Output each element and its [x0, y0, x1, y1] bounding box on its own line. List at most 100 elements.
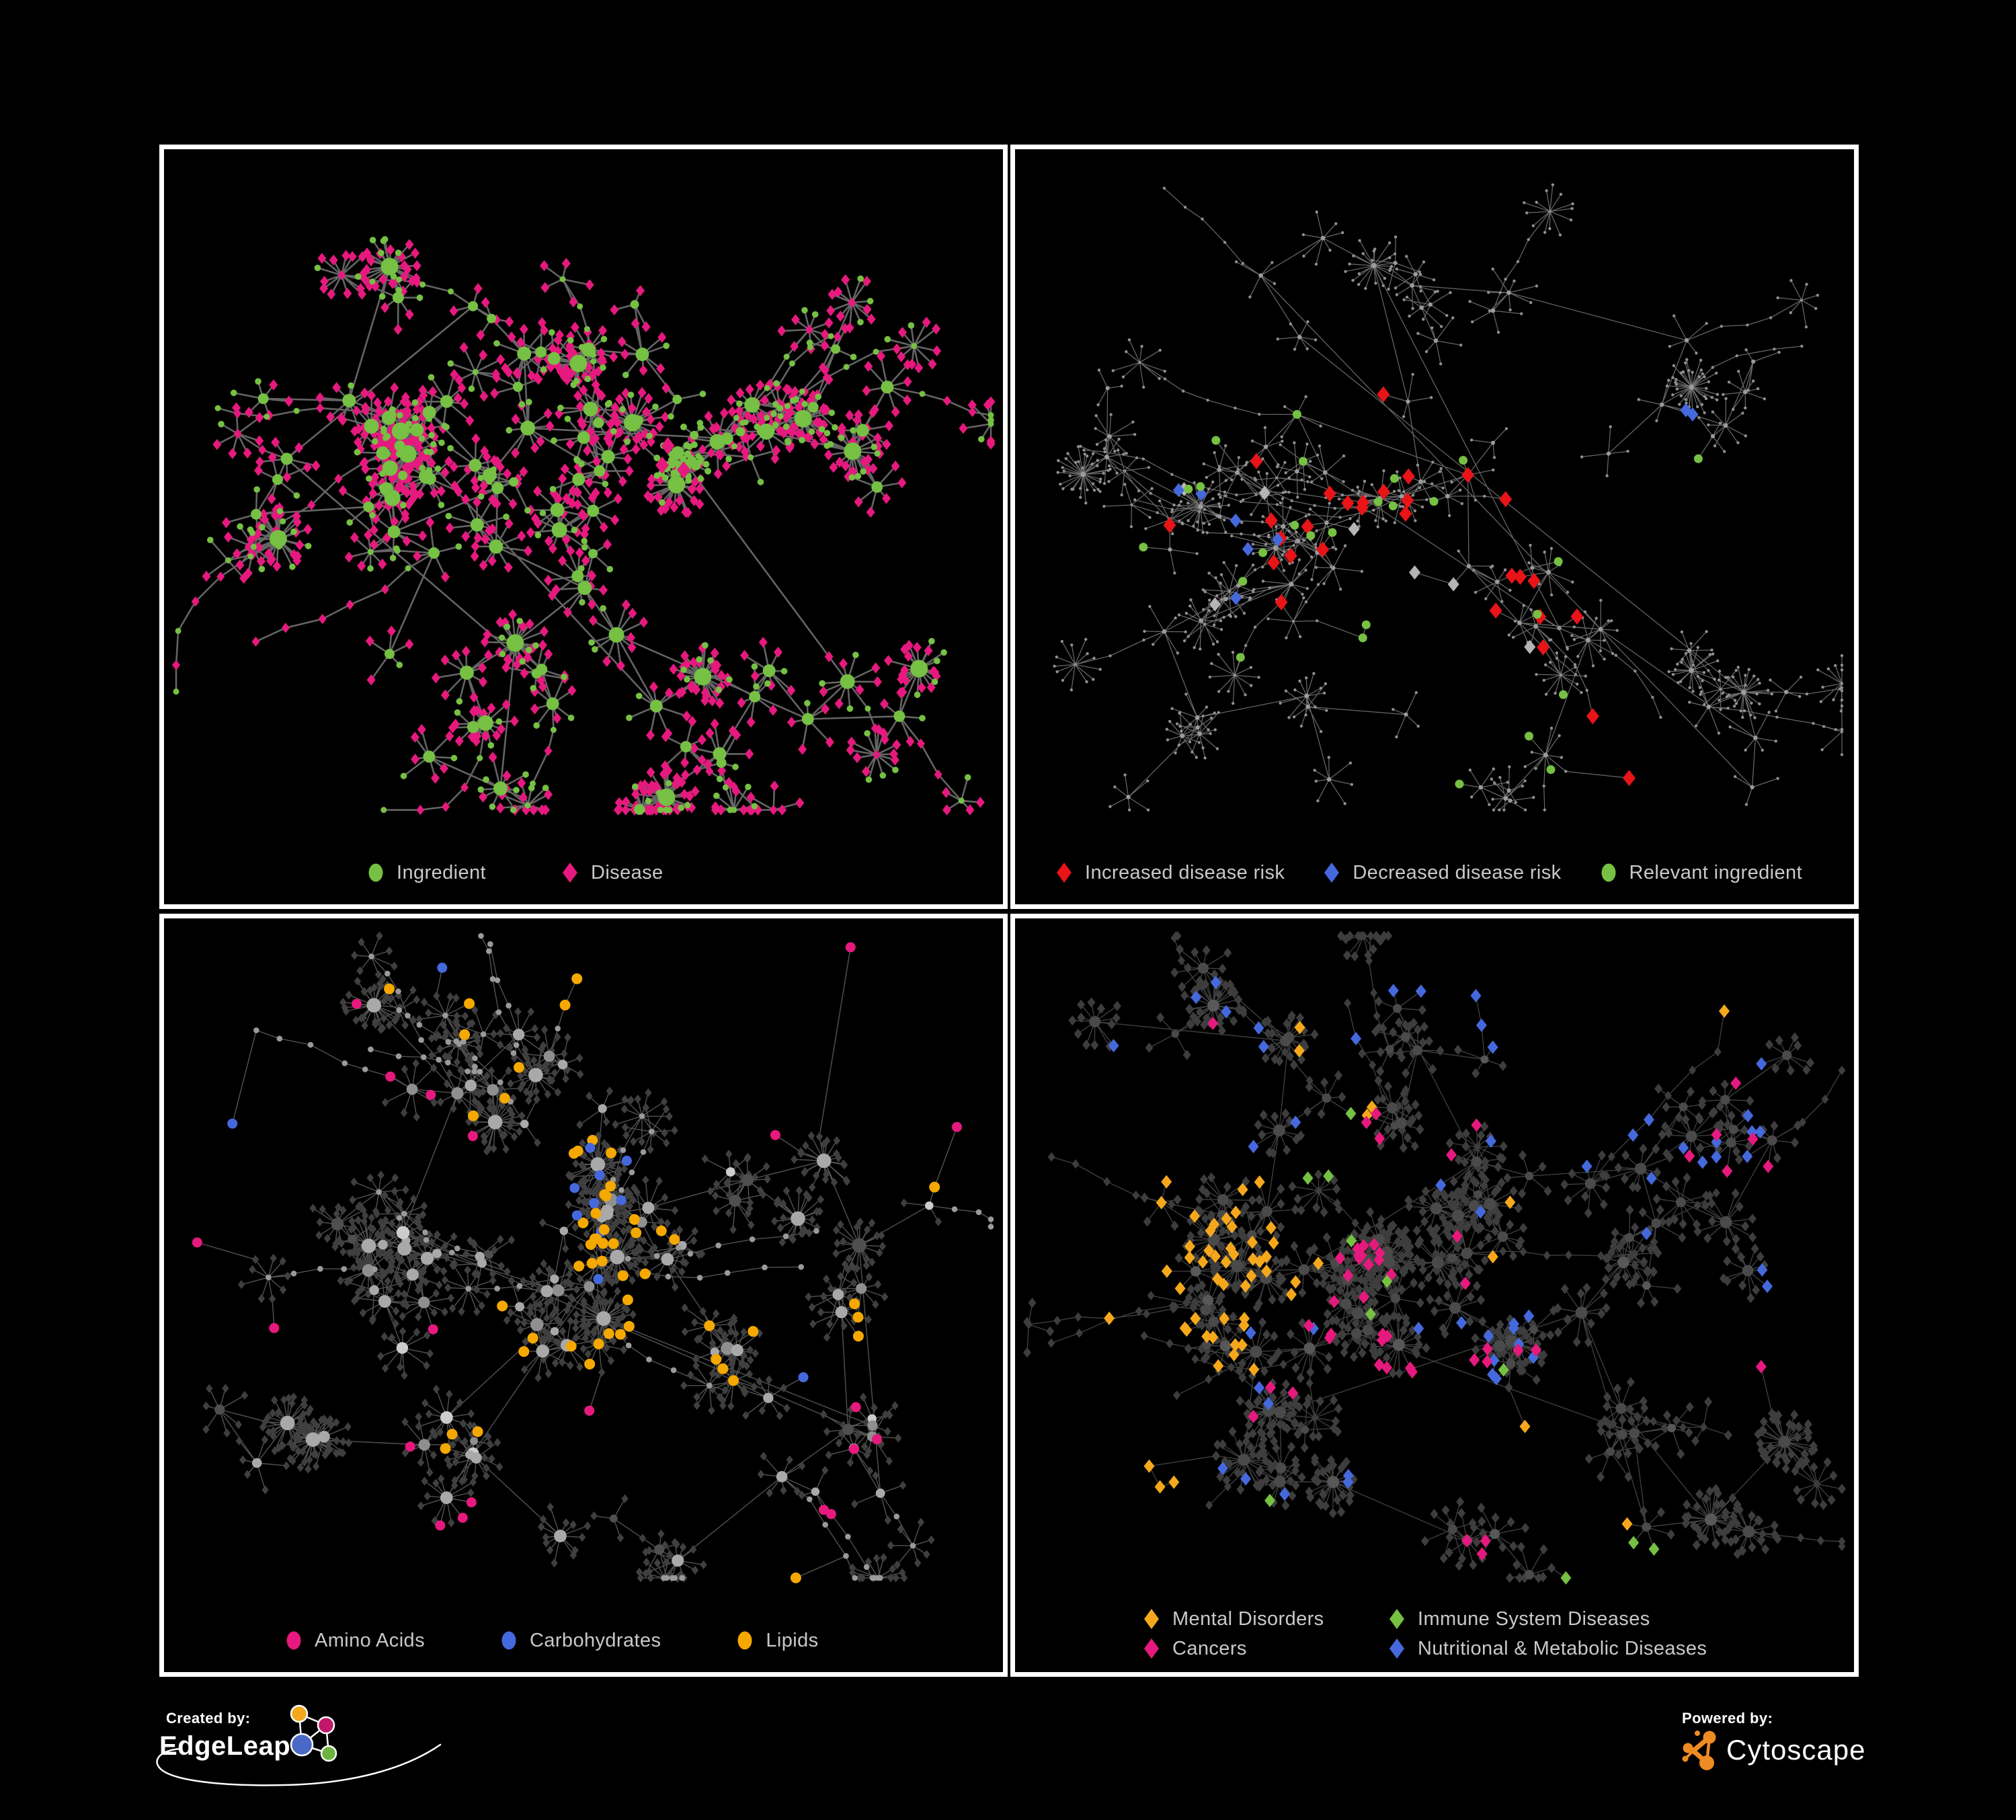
network-node — [1394, 286, 1398, 290]
panel-ingredient-categories: Amino Acids Carbohydrates Lipids — [159, 914, 1008, 1677]
network-node — [1174, 616, 1177, 620]
network-node — [1489, 565, 1493, 569]
network-node — [776, 1471, 788, 1482]
network-node — [546, 697, 559, 711]
network-node — [401, 1211, 407, 1217]
network-node — [1312, 672, 1316, 675]
network-node — [665, 1273, 672, 1279]
network-node — [1285, 636, 1288, 639]
network-node — [451, 1087, 464, 1100]
network-node — [1834, 727, 1837, 731]
network-node — [503, 513, 510, 520]
network-node — [1213, 614, 1216, 618]
network-node — [1570, 634, 1574, 637]
network-node — [1742, 1526, 1755, 1538]
network-node — [1306, 480, 1309, 483]
network-node — [1689, 668, 1694, 674]
network-node — [831, 344, 841, 354]
legend-item-decreased-disease-risk: Decreased disease risk — [1322, 861, 1561, 884]
network-node — [1634, 669, 1637, 673]
network-node — [1767, 1135, 1777, 1146]
network-node — [1387, 241, 1392, 245]
network-node — [259, 524, 266, 530]
network-node — [1162, 629, 1167, 634]
network-node — [1425, 498, 1428, 502]
network-node — [581, 537, 588, 545]
legend-diamond-icon — [1389, 1638, 1404, 1659]
network-node — [1402, 490, 1406, 493]
network-node — [1840, 654, 1844, 658]
network-node — [1297, 335, 1302, 340]
network-node — [565, 1341, 577, 1352]
network-node — [745, 783, 752, 791]
network-node — [1202, 522, 1205, 525]
network-node — [1508, 765, 1511, 768]
network-node — [1543, 808, 1546, 812]
network-node — [1320, 235, 1326, 241]
network-node — [378, 293, 386, 300]
network-node — [1726, 676, 1730, 679]
network-node — [807, 344, 813, 350]
network-node — [1205, 531, 1209, 535]
network-node — [832, 1289, 844, 1300]
network-node — [1233, 673, 1236, 677]
network-node — [1207, 522, 1211, 526]
network-node — [1681, 658, 1684, 661]
network-node — [653, 454, 661, 462]
network-node — [430, 441, 437, 448]
network-node — [392, 292, 404, 304]
network-node — [873, 348, 879, 355]
network-node — [1197, 741, 1201, 744]
network-node — [412, 415, 419, 422]
network-node — [852, 1575, 858, 1581]
legend-circle-icon — [368, 863, 383, 882]
network-node — [403, 455, 410, 463]
network-node — [1163, 377, 1167, 381]
network-node — [608, 1238, 619, 1249]
network-node — [649, 699, 663, 713]
network-node — [477, 715, 493, 731]
network-node — [1211, 497, 1215, 501]
network-node — [1123, 469, 1127, 473]
network-node — [440, 1491, 453, 1505]
network-node — [1717, 678, 1721, 682]
network-node — [466, 1497, 477, 1507]
network-node — [1744, 674, 1747, 677]
network-node — [852, 651, 859, 659]
network-node — [1281, 497, 1285, 500]
network-node — [1595, 617, 1598, 620]
network-node — [1814, 307, 1818, 311]
network-node — [485, 1250, 493, 1259]
network-node — [1395, 268, 1398, 271]
network-node — [1245, 461, 1248, 464]
network-node — [1198, 504, 1203, 510]
legend-item-ingredient: Ingredient — [366, 861, 486, 884]
network-node — [1334, 547, 1338, 551]
network-node — [672, 1554, 684, 1567]
network-node — [1098, 668, 1102, 671]
network-node — [621, 1155, 632, 1166]
network-node — [1292, 409, 1301, 419]
edgeleap-network-icon — [290, 1704, 337, 1762]
network-node — [680, 666, 687, 673]
network-node — [1287, 716, 1291, 719]
network-node — [639, 1113, 645, 1119]
legend-diamond-icon — [1144, 1638, 1159, 1659]
network-node — [1133, 432, 1137, 436]
network-node — [1201, 714, 1205, 718]
network-node — [1408, 315, 1411, 318]
network-node — [465, 1068, 471, 1074]
network-node — [532, 642, 539, 649]
network-node — [1490, 1529, 1500, 1540]
network-node — [1299, 457, 1307, 466]
network-node — [1299, 724, 1303, 728]
network-node — [1096, 459, 1099, 462]
network-node — [1392, 1339, 1405, 1351]
network-node — [1516, 260, 1520, 264]
network-node — [717, 1363, 729, 1374]
network-node — [1120, 493, 1123, 497]
network-node — [382, 434, 389, 441]
network-node — [378, 1295, 391, 1308]
network-node — [1096, 487, 1100, 491]
network-node — [1293, 688, 1297, 692]
